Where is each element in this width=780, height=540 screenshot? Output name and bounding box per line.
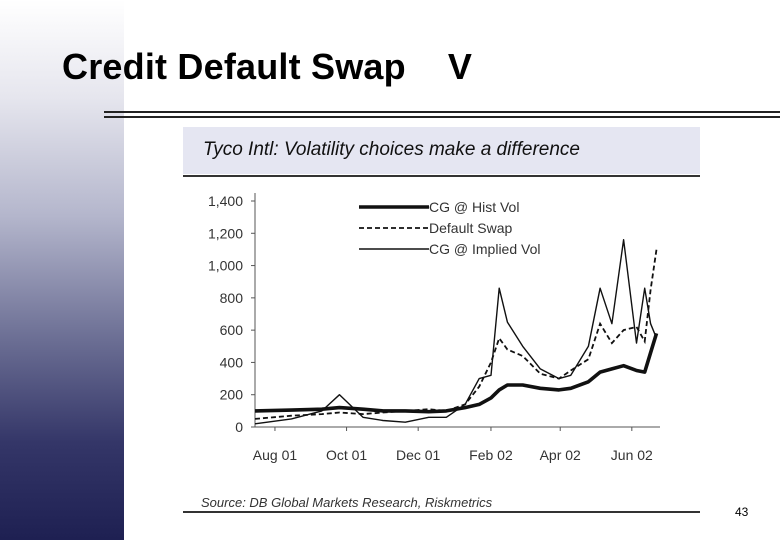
y-tick-label: 600: [220, 322, 244, 338]
y-tick-label: 800: [220, 290, 244, 306]
title-rule-top: [104, 111, 780, 113]
y-tick-label: 0: [235, 419, 243, 435]
x-tick-label: Aug 01: [253, 447, 298, 463]
line-chart: 0 200 400 600 800 1,000 1,200 1,400 Aug 01 Oct 01…: [208, 193, 660, 463]
legend-label-1: CG @ Hist Vol: [429, 199, 519, 215]
chart-source: Source: DB Global Markets Research, Risk…: [201, 495, 493, 510]
x-tick-label: Dec 01: [396, 447, 441, 463]
page-number: 43: [735, 505, 749, 519]
chart-bottom-rule: [183, 511, 700, 513]
series-line-3: [254, 239, 658, 425]
x-tick-label: Oct 01: [326, 447, 367, 463]
side-gradient-band: [0, 0, 124, 540]
slide-title-left: Credit Default Swap: [62, 46, 406, 87]
y-tick-label: 1,200: [208, 225, 243, 241]
y-tick-label: 400: [220, 354, 244, 370]
chart-header: Tyco Intl: Volatility choices make a dif…: [183, 127, 700, 174]
slide-title: Credit Default Swap V: [62, 46, 472, 88]
series-line-2: [254, 249, 658, 420]
legend-label-3: CG @ Implied Vol: [429, 241, 540, 257]
x-tick-label: Apr 02: [540, 447, 581, 463]
x-tick-label: Jun 02: [611, 447, 653, 463]
chart-title: Tyco Intl: Volatility choices make a dif…: [203, 139, 580, 160]
legend-label-2: Default Swap: [429, 220, 512, 236]
y-tick-label: 1,400: [208, 193, 243, 209]
y-tick-label: 200: [220, 387, 244, 403]
slide-title-right: V: [447, 46, 473, 87]
chart-header-rule: [183, 175, 700, 177]
series-line-1: [254, 332, 659, 414]
title-rule-bottom: [104, 116, 780, 118]
y-tick-label: 1,000: [208, 258, 243, 274]
x-tick-label: Feb 02: [469, 447, 513, 463]
